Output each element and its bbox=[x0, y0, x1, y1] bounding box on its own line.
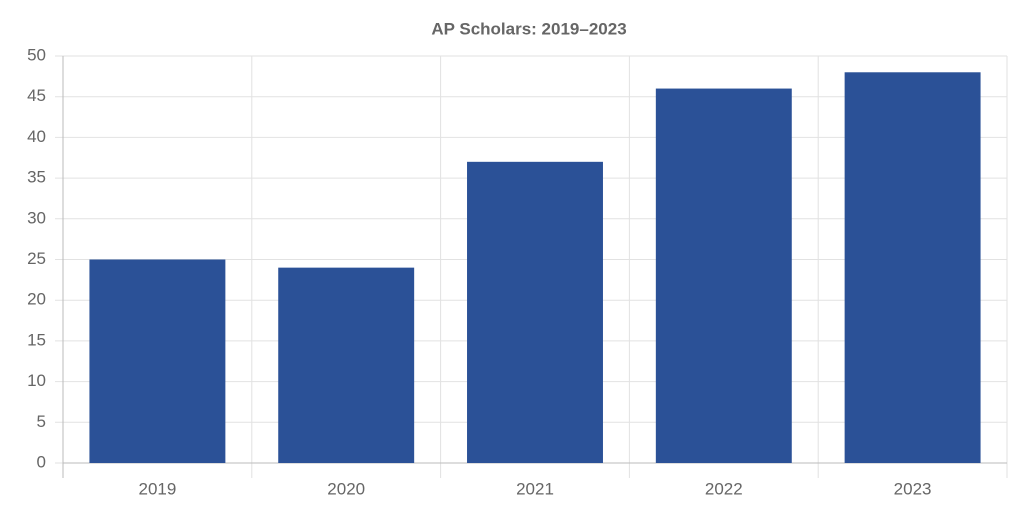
bar bbox=[278, 267, 415, 463]
y-tick-label: 5 bbox=[37, 412, 46, 431]
x-tick-label: 2022 bbox=[705, 479, 743, 498]
x-tick-label: 2023 bbox=[894, 479, 932, 498]
x-tick-label: 2019 bbox=[138, 479, 176, 498]
bar bbox=[655, 88, 792, 463]
y-tick-label: 10 bbox=[27, 371, 46, 390]
y-tick-label: 40 bbox=[27, 127, 46, 146]
y-tick-label: 25 bbox=[27, 249, 46, 268]
y-tick-label: 50 bbox=[27, 45, 46, 64]
bar bbox=[89, 259, 226, 463]
y-tick-label: 0 bbox=[37, 452, 46, 471]
x-tick-label: 2020 bbox=[327, 479, 365, 498]
y-tick-label: 30 bbox=[27, 208, 46, 227]
chart-title: AP Scholars: 2019–2023 bbox=[431, 19, 626, 38]
y-tick-label: 15 bbox=[27, 330, 46, 349]
y-tick-label: 45 bbox=[27, 86, 46, 105]
x-tick-label: 2021 bbox=[516, 479, 554, 498]
bar bbox=[467, 161, 603, 463]
bar bbox=[844, 72, 981, 463]
y-tick-label: 35 bbox=[27, 168, 46, 187]
y-tick-label: 20 bbox=[27, 290, 46, 309]
